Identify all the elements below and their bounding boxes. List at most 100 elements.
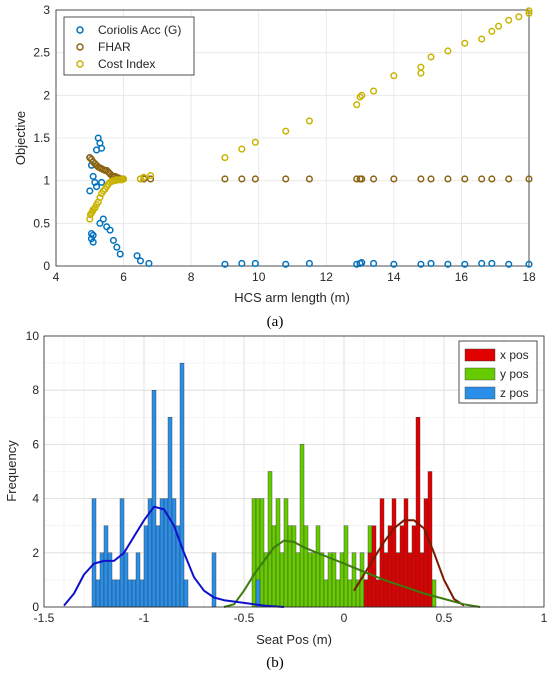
point-coriolis-acc-g <box>106 226 114 234</box>
bar-x-pos <box>423 498 429 608</box>
point-fhar <box>147 175 155 183</box>
y-tick-label: 6 <box>32 437 39 451</box>
y-tick-label: 1 <box>43 174 50 188</box>
bar-y-pos <box>283 498 289 608</box>
point-coriolis-acc-g <box>505 260 513 268</box>
point-coriolis-acc-g <box>136 257 145 265</box>
density-curves-b <box>63 505 481 608</box>
point-coriolis-acc-g <box>488 259 496 267</box>
point-coriolis-acc-g <box>251 259 259 267</box>
point-coriolis-acc-g <box>478 259 486 267</box>
bar-z-pos <box>91 498 97 608</box>
point-coriolis-acc-g <box>427 259 435 267</box>
bar-x-pos <box>407 552 413 608</box>
legend-swatch-z-pos <box>464 386 496 400</box>
point-fhar <box>478 175 486 183</box>
point-cost-index <box>358 91 366 99</box>
point-fhar <box>305 175 313 183</box>
bar-y-pos <box>347 579 353 608</box>
point-fhar <box>390 175 398 183</box>
x-tick-label: 1 <box>541 611 548 625</box>
x-tick-label: 10 <box>252 270 266 284</box>
bar-y-pos <box>307 552 313 608</box>
bar-z-pos <box>179 362 185 608</box>
bar-z-pos <box>155 525 161 608</box>
point-cost-index <box>525 7 533 15</box>
bar-x-pos <box>419 552 425 608</box>
bar-z-pos <box>151 390 157 608</box>
point-cost-index <box>515 13 523 21</box>
bar-y-pos <box>271 525 277 608</box>
point-fhar <box>417 175 425 183</box>
point-coriolis-acc-g <box>98 178 106 186</box>
legend-box-a <box>63 16 195 76</box>
bar-z-pos <box>135 552 141 608</box>
bars-z-pos <box>91 362 261 608</box>
point-coriolis-acc-g <box>282 260 290 268</box>
point-cost-index <box>427 53 435 61</box>
x-axis-label-b: Seat Pos (m) <box>256 632 332 647</box>
point-coriolis-acc-g <box>96 219 104 227</box>
x-tick-label: 12 <box>320 270 334 284</box>
point-cost-index <box>461 39 469 47</box>
legend-label-fhar: FHAR <box>98 40 131 54</box>
bar-z-pos <box>143 525 149 608</box>
y-tick-label: 0 <box>43 259 50 273</box>
point-coriolis-acc-g <box>370 259 378 267</box>
bar-x-pos <box>415 417 421 608</box>
x-tick-label: 0.5 <box>436 611 453 625</box>
bars-x-pos <box>363 417 433 608</box>
point-cost-index <box>417 63 425 71</box>
x-tick-label: 6 <box>120 270 127 284</box>
point-coriolis-acc-g <box>238 259 246 267</box>
point-cost-index <box>221 154 229 162</box>
bar-y-pos <box>319 552 325 608</box>
point-coriolis-acc-g <box>103 223 111 231</box>
bar-y-pos <box>315 525 321 608</box>
bar-y-pos <box>291 525 297 608</box>
point-cost-index <box>99 187 107 195</box>
bar-x-pos <box>403 498 409 608</box>
y-tick-label: 2.5 <box>33 46 50 60</box>
point-cost-index <box>505 16 513 24</box>
bar-y-pos <box>311 552 317 608</box>
point-cost-index <box>417 69 425 77</box>
bar-y-pos <box>327 552 333 608</box>
point-cost-index <box>390 72 398 80</box>
point-fhar <box>86 154 94 162</box>
point-coriolis-acc-g <box>305 259 313 267</box>
point-cost-index <box>356 93 364 101</box>
legend-label-y-pos: y pos <box>500 367 529 381</box>
point-fhar <box>282 175 290 183</box>
legend-b: x pos y pos z pos <box>458 340 538 404</box>
plot-area-a <box>55 9 530 267</box>
legend-marker-fhar <box>76 43 84 51</box>
legend-marker-cost-index <box>76 60 84 68</box>
x-tick-label: 18 <box>522 270 536 284</box>
point-coriolis-acc-g <box>98 144 106 152</box>
point-coriolis-acc-g <box>145 259 153 267</box>
bar-x-pos <box>375 579 381 608</box>
point-fhar <box>358 175 366 183</box>
point-cost-index <box>136 175 145 183</box>
bar-x-pos <box>387 525 393 608</box>
bar-y-pos <box>339 552 345 608</box>
bar-y-pos <box>351 552 357 608</box>
y-tick-label: 0.5 <box>33 216 50 230</box>
x-tick-label: -1 <box>139 611 150 625</box>
y-tick-label: 3 <box>43 3 50 17</box>
legend-swatch-y-pos <box>464 367 496 381</box>
point-coriolis-acc-g <box>89 238 97 246</box>
series-points-a <box>86 7 533 268</box>
bar-x-pos <box>395 552 401 608</box>
point-coriolis-acc-g <box>417 260 425 268</box>
point-cost-index <box>305 117 313 125</box>
point-cost-index <box>251 138 259 146</box>
legend-label-cost-index: Cost Index <box>98 57 155 71</box>
bar-x-pos <box>411 525 417 608</box>
bar-y-pos <box>335 579 341 608</box>
point-cost-index <box>488 27 496 35</box>
bar-z-pos <box>123 552 129 608</box>
legend-marker-coriolis-acc-g <box>76 26 84 34</box>
y-tick-label: 8 <box>32 383 39 397</box>
